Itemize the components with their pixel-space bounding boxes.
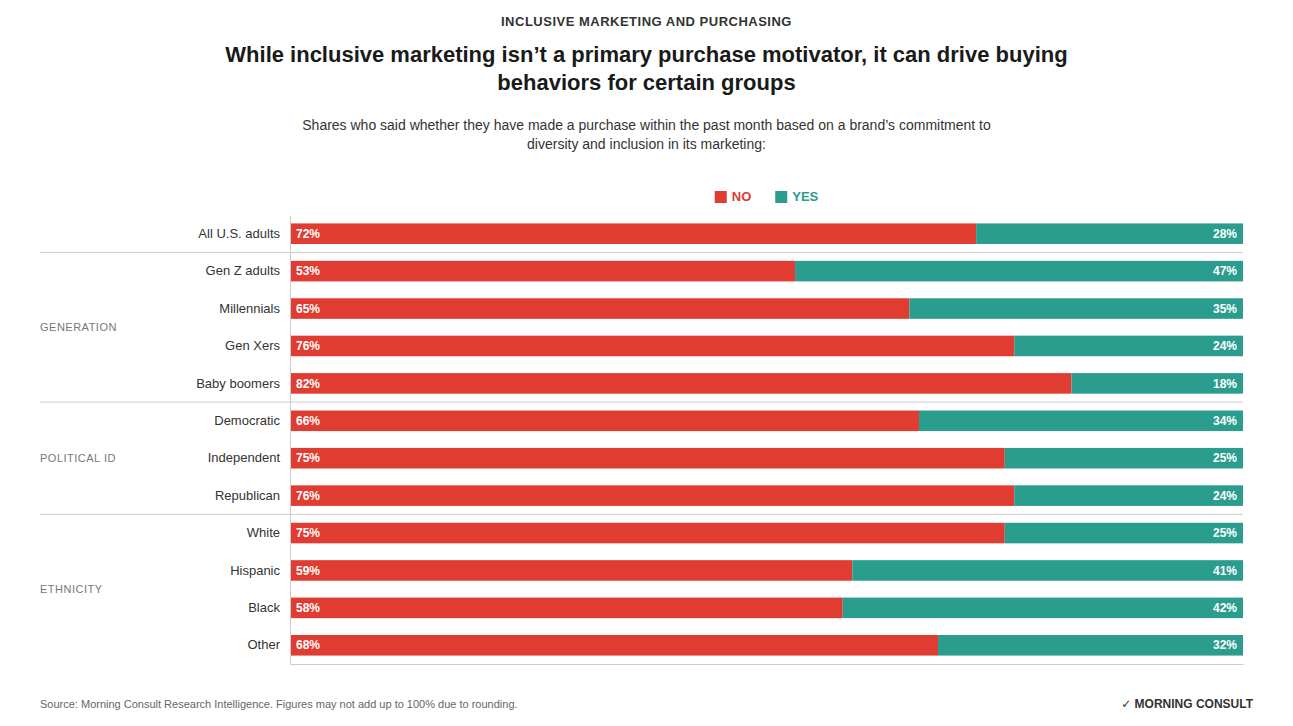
- data-label: 53%: [296, 264, 320, 278]
- legend-label: NO: [732, 189, 752, 204]
- x-axis: [291, 664, 1244, 665]
- bar: [290, 560, 852, 581]
- bars: [290, 223, 1243, 655]
- bar: [1071, 373, 1243, 394]
- separator: [40, 402, 1243, 403]
- legend-label: YES: [792, 189, 818, 204]
- y-tick-label: Republican: [215, 488, 280, 503]
- y-tick: All U.S. adults: [198, 226, 290, 241]
- y-tick: Hispanic: [230, 563, 290, 578]
- data-label: 76%: [296, 339, 320, 353]
- y-tick-label: Gen Z adults: [206, 263, 281, 278]
- legend-item: NO: [715, 189, 752, 204]
- legend-swatch: [715, 191, 727, 203]
- bar: [909, 298, 1243, 319]
- legend-swatch: [775, 191, 787, 203]
- data-label: 72%: [296, 227, 320, 241]
- data-label: 25%: [1213, 526, 1237, 540]
- data-label: 47%: [1213, 264, 1237, 278]
- legend: NO YES: [715, 189, 819, 204]
- y-tick-label: All U.S. adults: [198, 226, 280, 241]
- bar: [1014, 336, 1243, 357]
- data-label: 18%: [1213, 377, 1237, 391]
- title: While inclusive marketing isn’t a primar…: [225, 42, 1067, 95]
- bar: [290, 261, 795, 282]
- bar: [1014, 485, 1243, 506]
- data-label: 25%: [1213, 451, 1237, 465]
- data-label: 66%: [296, 414, 320, 428]
- bar: [795, 261, 1243, 282]
- y-tick: Gen Xers: [225, 338, 290, 353]
- data-label: 32%: [1213, 638, 1237, 652]
- data-label: 24%: [1213, 489, 1237, 503]
- bar: [290, 223, 976, 244]
- bar: [290, 448, 1005, 469]
- data-label: 82%: [296, 377, 320, 391]
- y-tick: Millennials: [219, 301, 290, 316]
- data-label: 65%: [296, 302, 320, 316]
- data-label: 58%: [296, 601, 320, 615]
- bar: [290, 336, 1014, 357]
- y-tick-label: Hispanic: [230, 563, 280, 578]
- data-label: 35%: [1213, 302, 1237, 316]
- data-label: 76%: [296, 489, 320, 503]
- bar: [290, 298, 909, 319]
- data-label: 75%: [296, 526, 320, 540]
- bar: [1005, 523, 1243, 544]
- bar: [1005, 448, 1243, 469]
- y-axis: All U.S. adults Gen Z adults Millennials Ge…: [196, 216, 290, 665]
- y-tick-label: Independent: [208, 450, 281, 465]
- data-label: 41%: [1213, 564, 1237, 578]
- legend-item: YES: [775, 189, 818, 204]
- bar: [843, 598, 1243, 619]
- bar: [919, 411, 1243, 432]
- group-label: GENERATION: [40, 321, 117, 333]
- separator: [40, 252, 1243, 253]
- source: Source: Morning Consult Research Intelli…: [40, 698, 518, 710]
- bar: [290, 485, 1014, 506]
- credit: ✓ MORNING CONSULT: [1121, 697, 1253, 711]
- y-tick-label: Democratic: [214, 413, 280, 428]
- y-tick: Baby boomers: [196, 376, 290, 391]
- bar: [852, 560, 1243, 581]
- bar: [290, 635, 938, 656]
- y-tick-label: Millennials: [219, 301, 280, 316]
- y-tick: Black: [248, 600, 290, 615]
- bar: [290, 598, 843, 619]
- y-tick-label: Black: [248, 600, 280, 615]
- plot: 72% 53% 65% 76% 82% 66% 75% 76% 75% 59% 58% 68% 28% 4…: [40, 216, 1244, 665]
- y-tick-label: Gen Xers: [225, 338, 280, 353]
- subtitle: Shares who said whether they have made a…: [302, 117, 991, 152]
- data-label: 59%: [296, 564, 320, 578]
- y-tick: Republican: [215, 488, 290, 503]
- y-tick: Democratic: [214, 413, 290, 428]
- supertitle: INCLUSIVE MARKETING AND PURCHASING: [501, 14, 792, 29]
- y-tick: Independent: [208, 450, 290, 465]
- y-tick: Other: [247, 637, 290, 652]
- data-labels: 72% 53% 65% 76% 82% 66% 75% 76% 75% 59% 58% 68% 28% 4…: [296, 227, 1237, 653]
- group-label: POLITICAL ID: [40, 452, 116, 464]
- data-label: 28%: [1213, 227, 1237, 241]
- data-label: 24%: [1213, 339, 1237, 353]
- group-label: ETHNICITY: [40, 583, 103, 595]
- data-label: 42%: [1213, 601, 1237, 615]
- x-axis-line: [291, 664, 1244, 665]
- y-tick-label: White: [247, 525, 280, 540]
- y-tick-label: Other: [247, 637, 280, 652]
- y-axis-line: [290, 216, 291, 665]
- separator: [40, 514, 1243, 515]
- bar: [290, 411, 919, 432]
- bar: [938, 635, 1243, 656]
- bar: [976, 223, 1243, 244]
- bar: [290, 373, 1071, 394]
- data-label: 75%: [296, 451, 320, 465]
- y-tick: White: [247, 525, 290, 540]
- data-label: 34%: [1213, 414, 1237, 428]
- bar: [290, 523, 1005, 544]
- y-tick: Gen Z adults: [206, 263, 290, 278]
- chart: INCLUSIVE MARKETING AND PURCHASING While …: [0, 0, 1293, 726]
- y-tick-label: Baby boomers: [196, 376, 280, 391]
- data-label: 68%: [296, 638, 320, 652]
